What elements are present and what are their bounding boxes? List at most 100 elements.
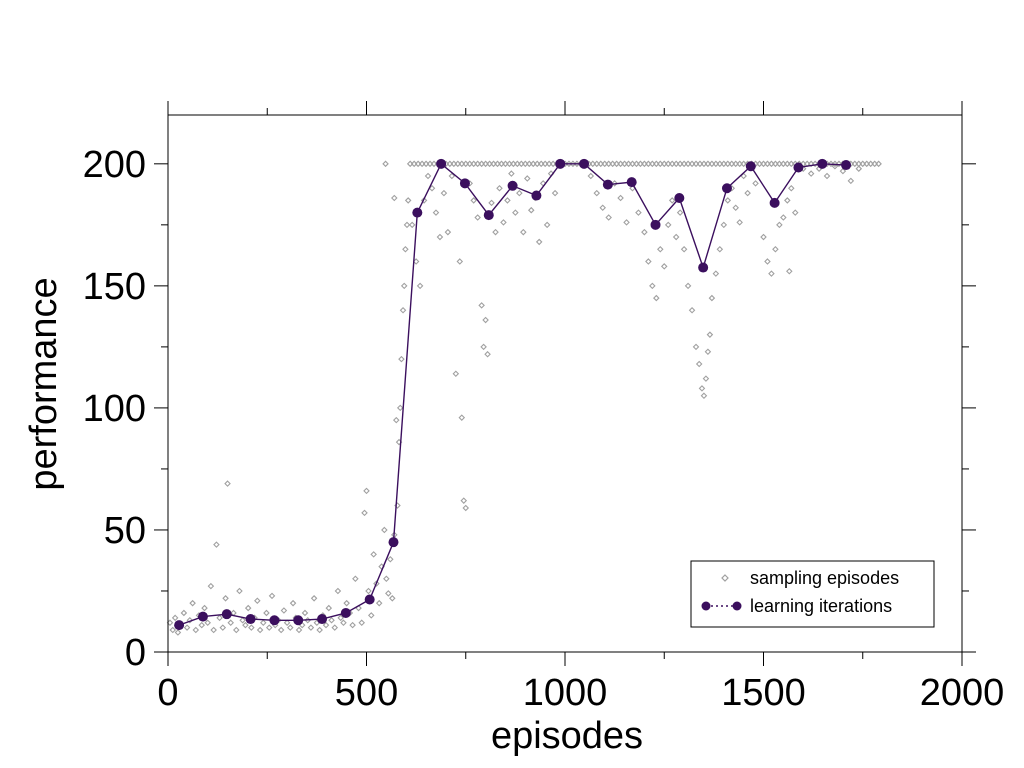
sampling-point xyxy=(784,197,791,204)
sampling-point xyxy=(337,614,344,622)
sampling-point xyxy=(744,189,751,197)
sampling-point xyxy=(204,619,211,626)
sampling-point xyxy=(520,228,527,236)
sampling-point xyxy=(404,197,412,204)
sampling-point xyxy=(385,590,392,597)
sampling-point xyxy=(416,282,424,290)
sampling-point xyxy=(233,626,240,634)
sampling-point xyxy=(389,595,396,602)
y-tick-label: 50 xyxy=(104,510,146,552)
y-tick-label: 150 xyxy=(83,266,146,308)
sampling-point xyxy=(456,258,464,265)
sampling-point xyxy=(698,385,706,392)
sampling-point xyxy=(216,614,223,622)
sampling-point xyxy=(605,214,612,221)
sampling-point xyxy=(831,162,839,170)
sampling-point xyxy=(382,160,389,168)
sampling-point xyxy=(512,209,519,216)
sampling-point xyxy=(504,197,511,204)
learning-point xyxy=(793,162,804,173)
y-tick-label: 100 xyxy=(83,388,146,430)
sampling-point xyxy=(524,175,531,182)
learning-point xyxy=(436,158,447,169)
legend-box xyxy=(690,560,935,628)
sampling-point xyxy=(695,360,703,368)
x-tick-label: 500 xyxy=(335,672,398,714)
sampling-point xyxy=(680,245,688,253)
sampling-point xyxy=(692,343,700,351)
sampling-point xyxy=(227,619,235,626)
sampling-point xyxy=(768,270,775,277)
sampling-point xyxy=(764,258,771,265)
axis-ticks xyxy=(154,101,976,666)
learning-iterations-series xyxy=(174,158,852,631)
sampling-point xyxy=(462,504,470,512)
x-axis-label: episodes xyxy=(491,715,643,757)
sampling-point xyxy=(334,587,342,595)
sampling-point xyxy=(239,616,246,624)
sampling-point xyxy=(660,263,668,270)
learning-point xyxy=(674,192,685,203)
sampling-point xyxy=(219,624,227,631)
learning-point xyxy=(745,161,756,172)
sampling-point xyxy=(201,604,208,612)
learning-point xyxy=(269,615,280,626)
sampling-point xyxy=(617,194,624,202)
sampling-point xyxy=(623,219,630,226)
learning-point xyxy=(531,190,542,201)
sampling-point xyxy=(268,592,276,600)
legend-marker-learning-left xyxy=(701,601,711,611)
sampling-point xyxy=(527,206,535,214)
learning-point xyxy=(293,615,304,626)
sampling-point xyxy=(224,480,231,487)
sampling-point xyxy=(387,555,394,563)
sampling-point xyxy=(508,170,515,177)
sampling-point xyxy=(301,609,309,617)
sampling-point xyxy=(688,306,696,314)
learning-point xyxy=(412,207,423,218)
sampling-point xyxy=(839,167,847,175)
sampling-point xyxy=(452,370,460,378)
sampling-point xyxy=(645,258,652,265)
learning-point xyxy=(579,158,590,169)
sampling-point xyxy=(420,197,428,204)
sampling-point xyxy=(222,595,229,602)
sampling-point xyxy=(611,180,618,187)
sampling-point xyxy=(786,267,793,275)
sampling-point xyxy=(448,172,456,180)
sampling-point xyxy=(496,184,503,192)
sampling-point xyxy=(720,221,728,229)
sampling-point xyxy=(402,245,409,253)
sampling-point xyxy=(478,302,485,309)
sampling-point xyxy=(283,619,291,626)
learning-point xyxy=(650,219,661,230)
learning-point xyxy=(364,594,375,605)
learning-point xyxy=(698,262,709,273)
sampling-point xyxy=(704,348,712,356)
sampling-point xyxy=(676,209,684,216)
sampling-point xyxy=(649,282,656,290)
learning-point xyxy=(197,611,208,622)
sampling-point xyxy=(408,221,416,229)
sampling-point xyxy=(587,172,595,180)
legend-marker-sampling xyxy=(721,574,729,582)
sampling-point xyxy=(664,221,672,229)
sampling-point xyxy=(375,599,383,607)
sampling-point xyxy=(708,294,716,302)
x-tick-label: 2000 xyxy=(920,672,1005,714)
legend-marker-learning-right xyxy=(732,601,742,611)
sampling-point xyxy=(543,221,551,229)
sampling-point xyxy=(248,624,255,631)
learning-point xyxy=(221,609,232,620)
sampling-point xyxy=(672,233,680,241)
sampling-point xyxy=(653,294,660,302)
sampling-point xyxy=(381,526,388,534)
sampling-point xyxy=(361,509,368,517)
learning-point xyxy=(555,158,566,169)
sampling-point xyxy=(213,541,220,548)
sampling-point xyxy=(400,282,408,290)
sampling-point xyxy=(724,197,732,204)
sampling-point xyxy=(399,306,407,314)
